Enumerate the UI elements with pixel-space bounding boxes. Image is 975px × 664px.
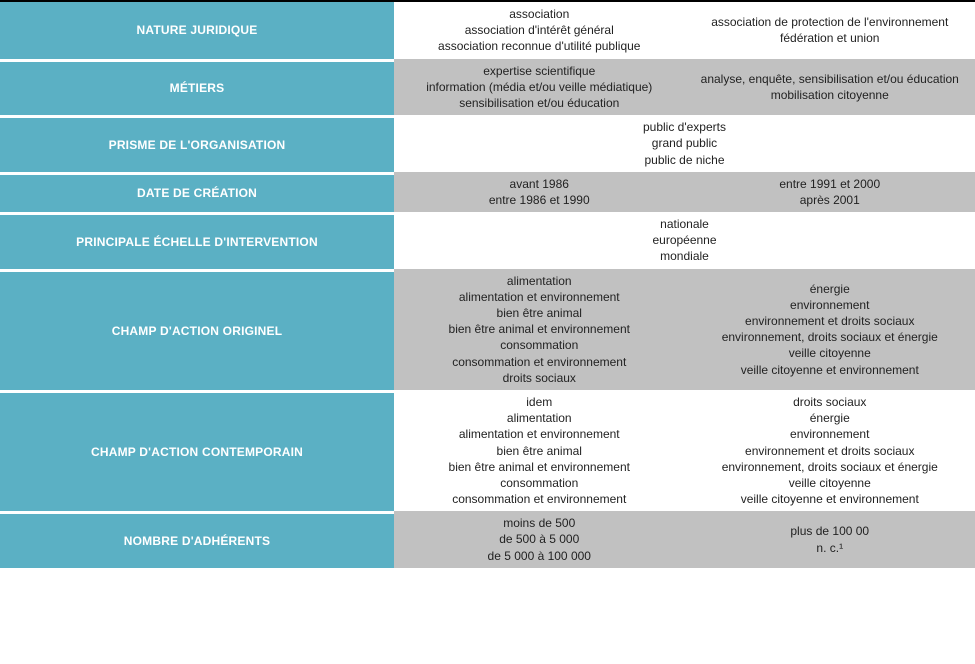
content-line: mobilisation citoyenne xyxy=(771,87,889,103)
content-line: alimentation et environnement xyxy=(459,289,620,305)
content-line: nationale xyxy=(660,216,709,232)
content-single: nationaleeuropéennemondiale xyxy=(394,212,975,269)
content-line: public d'experts xyxy=(643,119,726,135)
content-line: grand public xyxy=(652,135,717,151)
content-line: idem xyxy=(526,394,552,410)
content-line: consommation et environnement xyxy=(452,491,626,507)
row-content: alimentationalimentation et environnemen… xyxy=(394,269,975,390)
content-line: public de niche xyxy=(644,152,724,168)
content-line: de 5 000 à 100 000 xyxy=(488,548,591,564)
content-line: environnement et droits sociaux xyxy=(745,313,914,329)
content-line: bien être animal xyxy=(497,305,582,321)
row-label: PRINCIPALE ÉCHELLE D'INTERVENTION xyxy=(0,212,394,269)
row-content: avant 1986entre 1986 et 1990entre 1991 e… xyxy=(394,172,975,212)
content-line: énergie xyxy=(810,410,850,426)
content-line: énergie xyxy=(810,281,850,297)
content-line: européenne xyxy=(652,232,716,248)
table-row: MÉTIERS expertise scientifiqueinformation… xyxy=(0,59,975,116)
table-row: NOMBRE D'ADHÉRENTS moins de 500de 500 à 5… xyxy=(0,511,975,568)
content-line: n. c.¹ xyxy=(816,540,843,556)
content-line: veille citoyenne xyxy=(789,475,871,491)
row-label-text: CHAMP D'ACTION CONTEMPORAIN xyxy=(91,445,303,459)
table-row: CHAMP D'ACTION CONTEMPORAINidemalimentat… xyxy=(0,390,975,511)
row-label: NOMBRE D'ADHÉRENTS xyxy=(0,511,394,568)
table-row: PRINCIPALE ÉCHELLE D'INTERVENTION nationa… xyxy=(0,212,975,269)
table-row: DATE DE CRÉATION avant 1986entre 1986 et … xyxy=(0,172,975,212)
row-label: CHAMP D'ACTION ORIGINEL xyxy=(0,269,394,390)
content-line: droits sociaux xyxy=(503,370,576,386)
row-label: CHAMP D'ACTION CONTEMPORAIN xyxy=(0,390,394,511)
content-line: bien être animal et environnement xyxy=(449,459,630,475)
table-row: PRISME DE L'ORGANISATION public d'experts… xyxy=(0,115,975,172)
content-line: mondiale xyxy=(660,248,709,264)
content-line: alimentation et environnement xyxy=(459,426,620,442)
row-content: associationassociation d'intérêt général… xyxy=(394,2,975,59)
content-right-col: analyse, enquête, sensibilisation et/ou … xyxy=(685,59,975,116)
content-line: analyse, enquête, sensibilisation et/ou … xyxy=(701,71,959,87)
row-content: moins de 500de 500 à 5 000de 5 000 à 100… xyxy=(394,511,975,568)
row-label: MÉTIERS xyxy=(0,59,394,116)
row-label: NATURE JURIDIQUE xyxy=(0,2,394,59)
content-line: bien être animal xyxy=(497,443,582,459)
row-label-text: DATE DE CRÉATION xyxy=(137,186,257,200)
content-right-col: droits sociauxénergieenvironnementenviro… xyxy=(685,390,975,511)
content-line: avant 1986 xyxy=(510,176,569,192)
content-line: environnement, droits sociaux et énergie xyxy=(722,459,938,475)
content-left-col: expertise scientifiqueinformation (média… xyxy=(394,59,685,116)
content-line: environnement et droits sociaux xyxy=(745,443,914,459)
table-row: NATURE JURIDIQUEassociationassociation d… xyxy=(0,2,975,59)
content-line: expertise scientifique xyxy=(483,63,595,79)
row-label-text: NATURE JURIDIQUE xyxy=(137,23,258,37)
content-left-col: avant 1986entre 1986 et 1990 xyxy=(394,172,685,212)
content-line: association reconnue d'utilité publique xyxy=(438,38,640,54)
content-line: après 2001 xyxy=(800,192,860,208)
content-right-col: énergieenvironnementenvironnement et dro… xyxy=(685,269,975,390)
table-row: CHAMP D'ACTION ORIGINEL alimentationalime… xyxy=(0,269,975,390)
row-label-text: MÉTIERS xyxy=(170,81,225,95)
row-content: nationaleeuropéennemondiale xyxy=(394,212,975,269)
content-left-col: alimentationalimentation et environnemen… xyxy=(394,269,685,390)
content-line: veille citoyenne et environnement xyxy=(741,362,919,378)
content-line: alimentation xyxy=(507,410,572,426)
content-line: information (média et/ou veille médiatiq… xyxy=(426,79,652,95)
content-line: droits sociaux xyxy=(793,394,866,410)
row-label: PRISME DE L'ORGANISATION xyxy=(0,115,394,172)
content-line: fédération et union xyxy=(780,30,879,46)
content-line: moins de 500 xyxy=(503,515,575,531)
content-line: de 500 à 5 000 xyxy=(499,531,579,547)
row-label-text: NOMBRE D'ADHÉRENTS xyxy=(124,534,270,548)
content-line: entre 1991 et 2000 xyxy=(779,176,880,192)
content-line: sensibilisation et/ou éducation xyxy=(459,95,619,111)
content-right-col: plus de 100 00n. c.¹ xyxy=(685,511,975,568)
row-content: public d'expertsgrand publicpublic de ni… xyxy=(394,115,975,172)
content-left-col: associationassociation d'intérêt général… xyxy=(394,2,685,59)
content-line: consommation et environnement xyxy=(452,354,626,370)
row-content: expertise scientifiqueinformation (média… xyxy=(394,59,975,116)
content-line: association de protection de l'environne… xyxy=(711,14,948,30)
row-label: DATE DE CRÉATION xyxy=(0,172,394,212)
content-line: consommation xyxy=(500,337,578,353)
content-left-col: moins de 500de 500 à 5 000de 5 000 à 100… xyxy=(394,511,685,568)
row-label-text: PRINCIPALE ÉCHELLE D'INTERVENTION xyxy=(76,235,318,249)
content-line: veille citoyenne xyxy=(789,345,871,361)
content-line: plus de 100 00 xyxy=(790,523,869,539)
content-right-col: association de protection de l'environne… xyxy=(685,2,975,59)
content-line: alimentation xyxy=(507,273,572,289)
content-line: association xyxy=(509,6,569,22)
content-line: veille citoyenne et environnement xyxy=(741,491,919,507)
row-label-text: PRISME DE L'ORGANISATION xyxy=(109,138,286,152)
classification-table: NATURE JURIDIQUEassociationassociation d… xyxy=(0,0,975,568)
row-label-text: CHAMP D'ACTION ORIGINEL xyxy=(112,324,283,338)
row-content: idemalimentationalimentation et environn… xyxy=(394,390,975,511)
content-line: bien être animal et environnement xyxy=(449,321,630,337)
content-left-col: idemalimentationalimentation et environn… xyxy=(394,390,685,511)
content-line: association d'intérêt général xyxy=(465,22,614,38)
content-line: consommation xyxy=(500,475,578,491)
content-single: public d'expertsgrand publicpublic de ni… xyxy=(394,115,975,172)
content-line: environnement xyxy=(790,426,869,442)
content-right-col: entre 1991 et 2000après 2001 xyxy=(685,172,975,212)
content-line: environnement xyxy=(790,297,869,313)
content-line: entre 1986 et 1990 xyxy=(489,192,590,208)
content-line: environnement, droits sociaux et énergie xyxy=(722,329,938,345)
